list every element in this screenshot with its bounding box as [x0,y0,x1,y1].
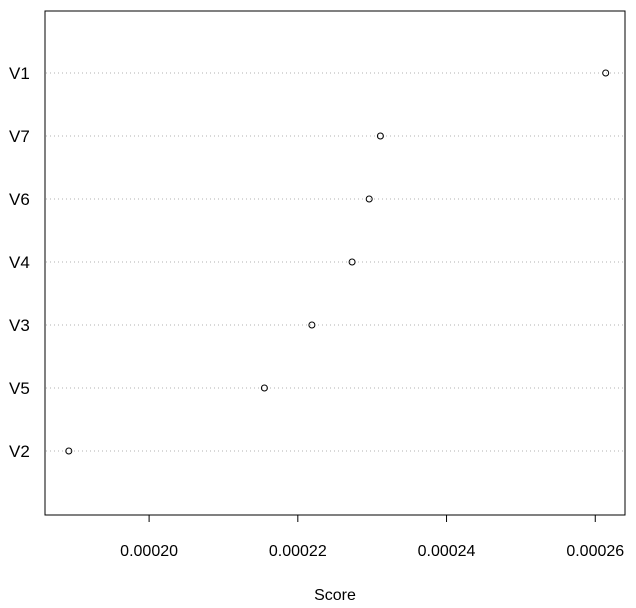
point-v7 [376,132,384,140]
x-tick-label-1: 0.00022 [269,543,327,560]
category-label-v2: V2 [9,442,30,461]
point-v6 [365,195,373,203]
x-axis-title: Score [314,587,356,604]
category-labels: V1 V7 V6 V4 V3 V5 V2 [9,64,30,461]
category-label-v7: V7 [9,127,30,146]
category-label-v1: V1 [9,64,30,83]
category-label-v6: V6 [9,190,30,209]
point-v4 [348,258,356,266]
point-v5 [260,384,268,392]
point-v3 [308,321,316,329]
grid-lines [46,72,624,452]
category-label-v4: V4 [9,253,30,272]
x-tick-label-3: 0.00026 [566,543,624,560]
category-label-v3: V3 [9,316,30,335]
data-points [65,69,610,455]
point-v2 [65,447,73,455]
point-v1 [602,69,610,77]
plot-frame [44,10,626,516]
x-tick-label-2: 0.00024 [418,543,476,560]
category-label-v5: V5 [9,379,30,398]
x-tick-label-0: 0.00020 [120,543,178,560]
x-axis: 0.00020 0.00022 0.00024 0.00026 [120,515,624,560]
